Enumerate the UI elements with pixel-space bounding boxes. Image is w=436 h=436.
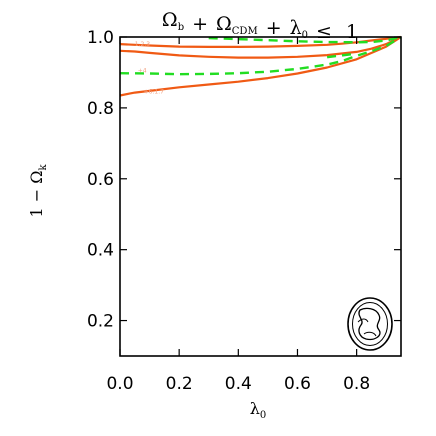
contour-annotation: +4	[138, 67, 147, 74]
dashed-contour-line-4	[208, 35, 402, 44]
y-axis-title-subscript: k	[38, 164, 49, 171]
title-symbol: λ	[290, 17, 302, 39]
x-axis-title-text: λ	[250, 399, 260, 418]
title-subscript: 0	[302, 30, 308, 41]
plot-frame	[119, 36, 402, 357]
series-layer	[119, 35, 402, 97]
x-tick-labels: 0.0 0.2 0.4 0.6 0.8	[106, 374, 370, 394]
plot-area: 1.2.3 +4 +6.1.7	[119, 35, 402, 97]
y-tick-label: 0.6	[87, 170, 114, 190]
y-tick-label: 0.4	[87, 241, 114, 261]
solid-contour-line-3	[119, 36, 402, 97]
solid-contour-line-1	[119, 35, 402, 49]
solid-contour-line-2	[119, 36, 402, 59]
y-axis-title-text: 1 − Ω	[27, 171, 46, 218]
title-subscript: CDM	[232, 26, 258, 37]
ticks-layer	[119, 36, 401, 356]
y-axis-title: 1 − Ωk	[27, 164, 49, 218]
title-operator: +	[192, 13, 208, 35]
x-tick-label: 0.8	[343, 374, 370, 394]
x-tick-label: 0.2	[166, 374, 193, 394]
title-symbol: Ω	[216, 13, 232, 35]
y-tick-label: 0.8	[87, 99, 114, 119]
y-tick-labels: 0.2 0.4 0.6 0.8 1.0	[87, 28, 114, 332]
title-operator: ≤	[316, 21, 332, 43]
x-tick-label: 0.0	[106, 374, 133, 394]
x-tick-label: 0.4	[225, 374, 252, 394]
annotation-layer: 1.2.3 +4 +6.1.7	[135, 41, 164, 96]
title-subscript: b	[178, 22, 184, 33]
x-tick-label: 0.6	[284, 374, 311, 394]
logo-emblem	[347, 297, 393, 351]
contour-annotation: 1.2.3	[135, 41, 150, 48]
title-operator: +	[266, 17, 282, 39]
y-tick-label: 0.2	[87, 312, 114, 332]
y-tick-label: 1.0	[87, 28, 114, 48]
title-symbol: Ω	[162, 9, 178, 31]
svg-text:1 − Ωk: 1 − Ωk	[27, 164, 49, 218]
x-axis-title-subscript: 0	[260, 410, 266, 421]
dashed-contour-line-6	[326, 52, 357, 59]
contour-annotation: +6.1.7	[144, 89, 164, 96]
x-axis-title: λ0	[250, 399, 267, 421]
